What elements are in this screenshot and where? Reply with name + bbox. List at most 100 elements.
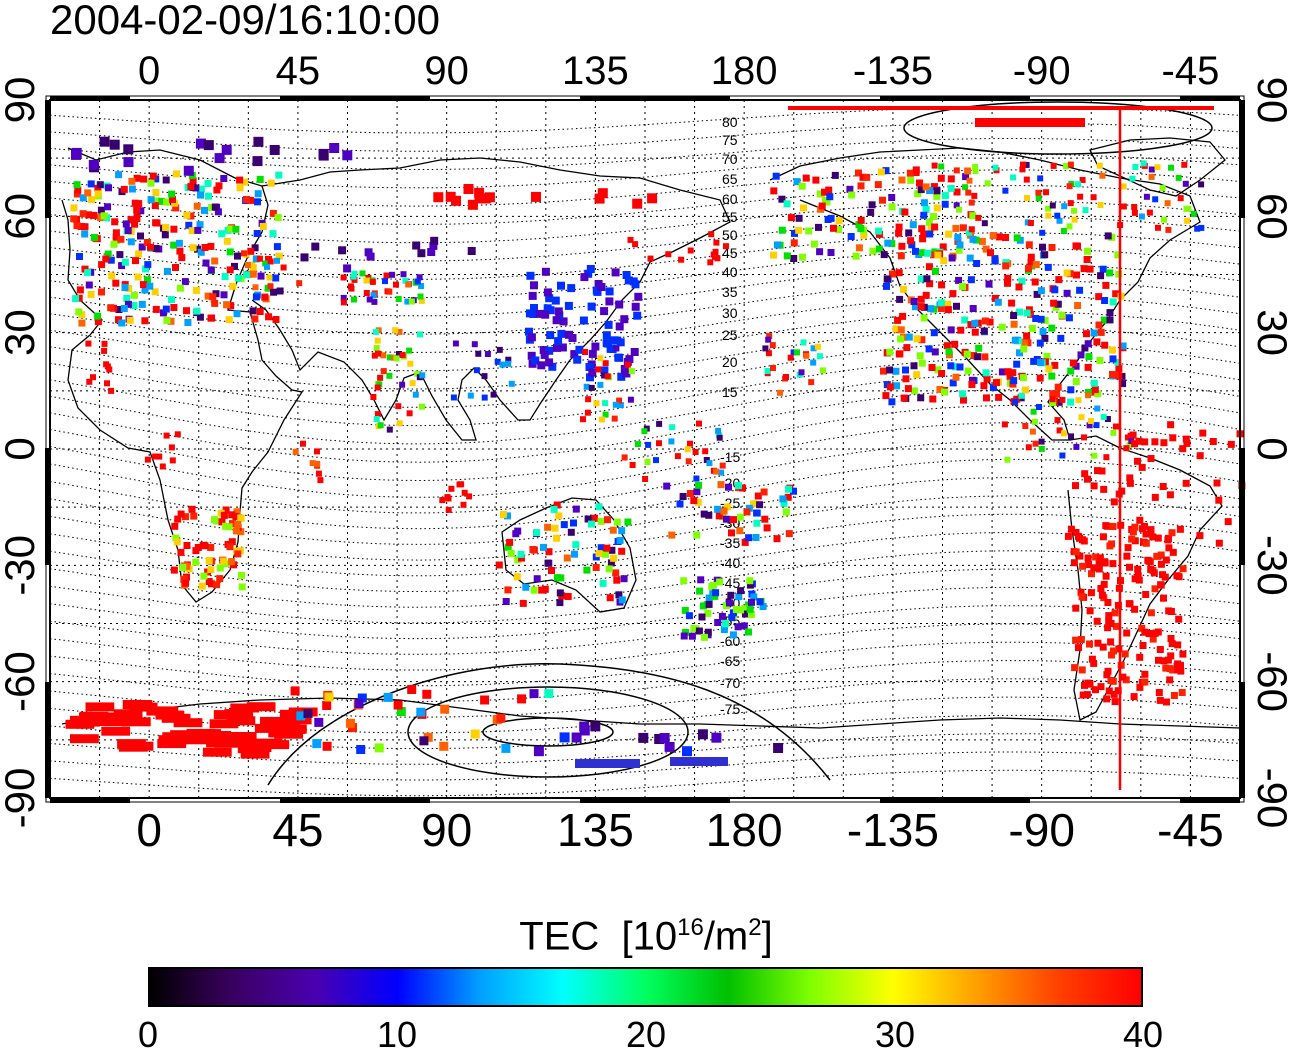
tec-cell bbox=[620, 315, 629, 324]
tec-cell bbox=[118, 319, 126, 327]
tec-cell bbox=[737, 606, 744, 614]
tec-cell bbox=[1084, 247, 1091, 255]
tec-cell bbox=[699, 602, 707, 610]
tec-cell bbox=[1094, 467, 1101, 475]
tec-cell bbox=[1071, 664, 1079, 672]
tec-cell bbox=[1107, 677, 1115, 684]
tec-cell bbox=[1110, 429, 1117, 436]
tec-cell bbox=[613, 345, 620, 352]
tec-cell bbox=[1085, 561, 1093, 569]
tec-cell bbox=[514, 556, 522, 564]
tec-cell bbox=[1157, 581, 1165, 589]
tec-cell bbox=[586, 265, 595, 273]
tec-cell bbox=[502, 598, 510, 605]
tec-cell bbox=[232, 225, 240, 233]
tec-cell bbox=[701, 633, 708, 641]
tec-cell bbox=[460, 501, 467, 508]
tec-cell bbox=[774, 241, 781, 249]
tec-cell bbox=[745, 628, 752, 636]
tec-cell bbox=[820, 367, 826, 374]
tec-cell bbox=[244, 262, 251, 268]
tec-cell bbox=[1109, 298, 1117, 306]
tec-cell bbox=[79, 713, 108, 722]
tec-cell bbox=[412, 241, 421, 250]
tec-cell bbox=[393, 281, 399, 288]
tec-cell bbox=[1088, 655, 1096, 663]
tec-cell bbox=[595, 366, 602, 373]
tec-cell bbox=[1179, 650, 1187, 658]
tec-cell bbox=[1055, 398, 1063, 406]
tec-cell bbox=[383, 692, 393, 702]
tec-cell bbox=[194, 245, 201, 253]
tec-cell bbox=[705, 594, 713, 602]
tec-cell bbox=[554, 337, 563, 346]
tec-cell bbox=[533, 575, 541, 583]
tec-cell bbox=[785, 530, 793, 538]
tec-cell bbox=[533, 746, 544, 757]
tec-cell bbox=[1049, 399, 1057, 407]
tec-cell bbox=[137, 232, 144, 240]
tec-cell bbox=[756, 598, 764, 606]
tec-cell bbox=[989, 384, 997, 392]
tec-cell bbox=[1120, 203, 1127, 210]
tec-cell bbox=[162, 176, 170, 184]
tec-cell bbox=[920, 199, 928, 207]
tec-cell bbox=[748, 598, 755, 606]
tec-cell bbox=[560, 521, 568, 529]
tec-cell bbox=[396, 351, 402, 357]
tec-cell bbox=[765, 336, 772, 343]
tec-cell bbox=[1078, 593, 1086, 601]
tec-cell bbox=[243, 196, 250, 203]
tec-cell bbox=[901, 208, 909, 216]
tec-cell bbox=[741, 538, 749, 546]
tec-cell bbox=[234, 252, 241, 260]
tec-cell bbox=[272, 316, 280, 323]
tec-cell bbox=[529, 546, 537, 553]
tec-cell bbox=[109, 139, 120, 150]
tec-cell bbox=[611, 268, 620, 277]
tec-cell bbox=[190, 512, 198, 520]
tec-cell bbox=[439, 741, 449, 751]
tec-cell bbox=[1050, 299, 1058, 307]
tec-cell bbox=[406, 347, 413, 354]
tec-cell bbox=[931, 162, 938, 169]
tec-cell bbox=[591, 342, 600, 351]
tec-cell bbox=[980, 382, 988, 390]
tec-cell bbox=[1165, 226, 1172, 233]
tec-cell bbox=[1024, 195, 1030, 201]
tec-cell bbox=[1084, 679, 1092, 687]
tec-cell bbox=[584, 409, 591, 416]
tec-cell bbox=[79, 210, 87, 218]
tec-cell bbox=[169, 457, 176, 464]
tec-cell bbox=[1145, 630, 1153, 637]
tec-cell bbox=[1175, 615, 1183, 623]
tec-cell bbox=[846, 185, 854, 193]
tec-cell bbox=[329, 143, 340, 153]
tec-cell bbox=[802, 174, 810, 182]
maglat-contour bbox=[49, 605, 1241, 655]
tec-cell bbox=[254, 198, 261, 206]
tec-cell bbox=[917, 303, 925, 311]
tec-cell bbox=[203, 140, 214, 151]
tec-cell bbox=[526, 271, 535, 280]
tec-cell bbox=[941, 192, 949, 200]
tec-cell bbox=[1002, 187, 1009, 194]
maglat-contour bbox=[49, 373, 1241, 445]
tec-cell bbox=[810, 345, 817, 352]
tec-cell bbox=[980, 327, 988, 335]
tec-cell bbox=[898, 242, 906, 250]
tec-cell bbox=[888, 240, 896, 248]
tec-cell bbox=[1070, 559, 1078, 567]
tec-cell bbox=[144, 456, 151, 463]
tec-cell bbox=[386, 372, 393, 379]
tec-cell bbox=[896, 295, 904, 303]
tec-cell bbox=[808, 379, 815, 386]
tec-cell bbox=[972, 164, 979, 170]
maglat-contour bbox=[49, 477, 1241, 545]
tec-cell bbox=[1098, 467, 1106, 475]
tec-cell bbox=[830, 224, 837, 232]
tec-cell bbox=[1010, 377, 1018, 385]
tec-cell bbox=[984, 180, 991, 187]
tec-cell bbox=[556, 589, 564, 597]
tec-cell bbox=[739, 484, 747, 492]
